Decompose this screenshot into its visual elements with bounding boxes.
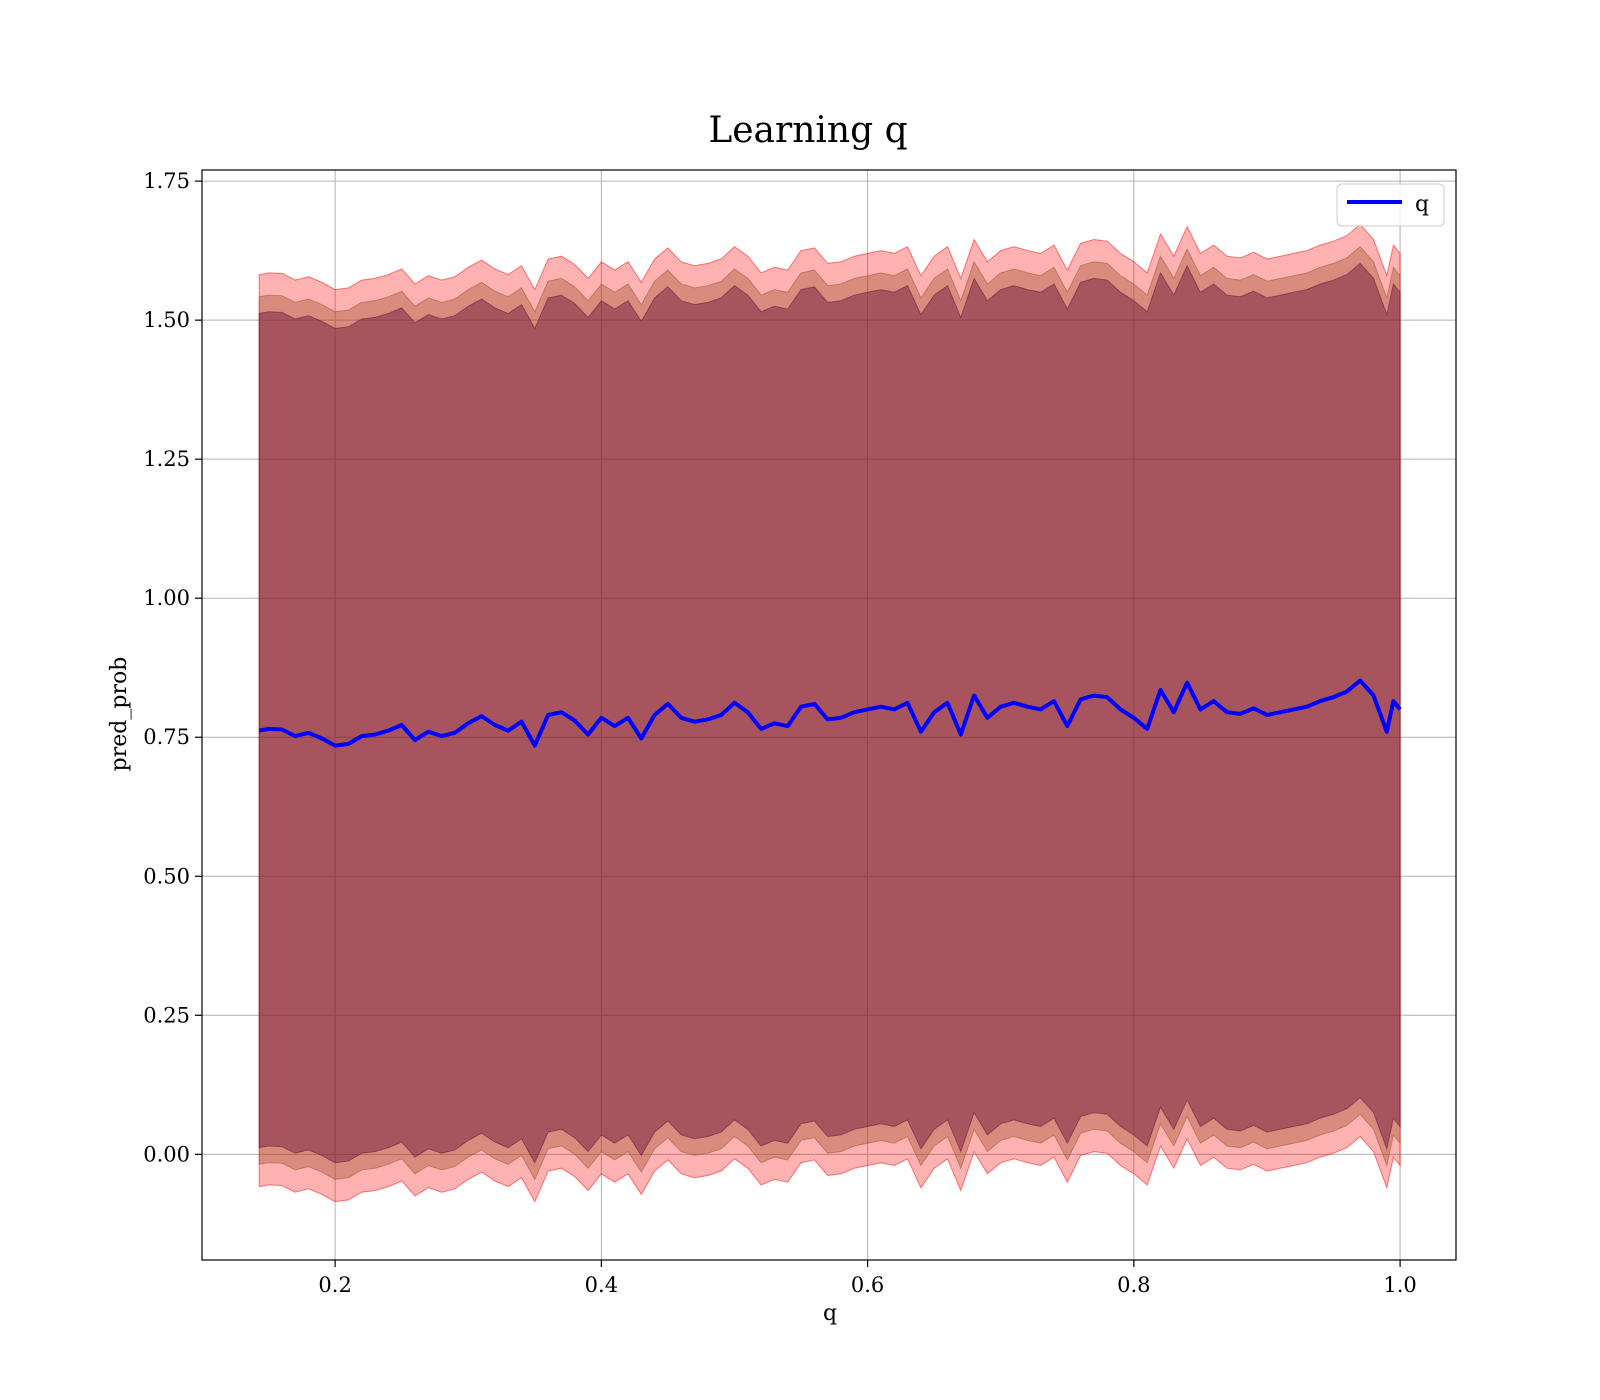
band-middle [258, 246, 1401, 1181]
x-tick-label: 0.4 [585, 1273, 618, 1297]
x-axis-ticks: 0.2 0.4 0.6 0.8 1.0 [318, 1260, 1417, 1297]
y-tick-label: 0.75 [143, 725, 190, 749]
confidence-bands [258, 223, 1401, 1203]
series-line-q [258, 678, 1402, 748]
y-tick-label: 0.25 [143, 1003, 190, 1027]
legend-label-q: q [1415, 192, 1429, 217]
y-axis-ticks: 0.00 0.25 0.50 0.75 1.00 1.25 1.50 1.75 [143, 169, 202, 1166]
x-tick-label: 0.8 [1117, 1273, 1150, 1297]
plot-frame [201, 169, 1457, 1261]
x-tick-label: 0.2 [318, 1273, 351, 1297]
legend-box [1336, 183, 1445, 227]
y-tick-label: 1.00 [143, 586, 190, 610]
x-tick-label: 0.6 [851, 1273, 884, 1297]
x-tick-label: 1.0 [1383, 1273, 1416, 1297]
y-tick-label: 0.00 [143, 1142, 190, 1166]
y-tick-label: 0.50 [143, 864, 190, 888]
y-axis-label: pred_prob [107, 657, 132, 772]
y-tick-label: 1.75 [143, 169, 190, 193]
band-outer [258, 223, 1401, 1203]
band-inner [258, 262, 1401, 1164]
x-axis-label: q [823, 1301, 837, 1326]
y-tick-label: 1.50 [143, 308, 190, 332]
legend: q [1336, 183, 1445, 227]
y-tick-label: 1.25 [143, 447, 190, 471]
chart-title: Learning q [708, 110, 907, 151]
series-lines [258, 678, 1402, 748]
